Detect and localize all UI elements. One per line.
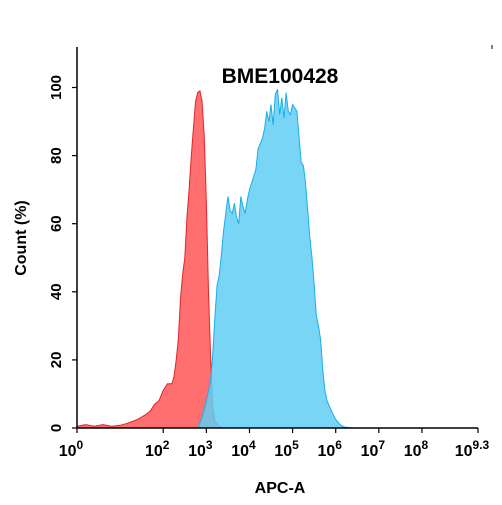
x-axis-label: APC-A — [255, 480, 306, 497]
y-tick-label-2: 40 — [48, 283, 65, 300]
y-axis-label: Count (%) — [13, 200, 30, 276]
y-tick-label-3: 60 — [48, 215, 65, 232]
histogram-series-2 — [196, 89, 354, 429]
x-tick-label-0: 100 — [59, 438, 84, 460]
x-tick-label-3: 104 — [231, 438, 256, 460]
chart-title: BME100428 — [222, 65, 339, 88]
plot-series — [76, 89, 354, 429]
y-tick-label-5: 100 — [48, 75, 65, 100]
x-tick-label-5: 106 — [317, 438, 342, 460]
x-ticks: 100 102 103 104 105 106 107 108 109.3 — [59, 428, 490, 460]
x-tick-label-1: 102 — [145, 438, 170, 460]
y-ticks: 0 20 40 60 80 100 — [48, 75, 77, 432]
y-tick-label-4: 80 — [48, 147, 65, 164]
y-tick-label-0: 0 — [48, 424, 65, 432]
y-tick-label-1: 20 — [48, 352, 65, 369]
x-tick-label-8: 109.3 — [455, 438, 490, 460]
x-tick-label-7: 108 — [404, 438, 429, 460]
x-tick-label-6: 107 — [361, 438, 386, 460]
x-tick-label-4: 105 — [274, 438, 299, 460]
x-tick-label-2: 103 — [188, 438, 213, 460]
histogram-series-1 — [76, 90, 224, 429]
